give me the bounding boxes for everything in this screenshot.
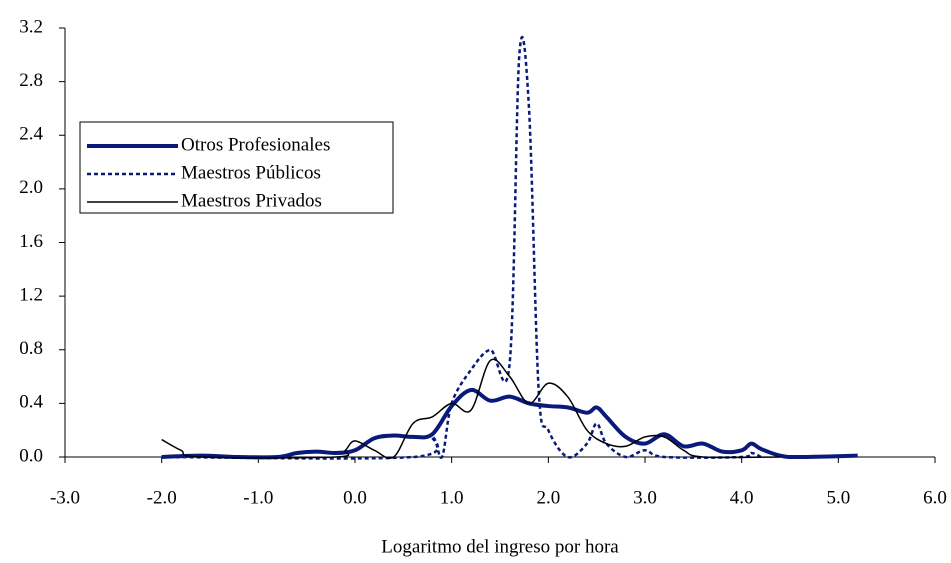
y-tick-label: 1.2 [19, 284, 43, 305]
series-line [161, 358, 781, 459]
y-tick-label: 1.6 [19, 231, 43, 252]
y-tick-label: 3.2 [19, 16, 43, 37]
legend-box [79, 121, 394, 214]
x-tick-label: 1.0 [440, 487, 464, 508]
y-tick-label: 0.8 [19, 338, 43, 359]
y-tick-label: 2.4 [19, 124, 43, 145]
x-tick-label: 5.0 [826, 487, 850, 508]
x-tick-label: 0.0 [343, 487, 367, 508]
x-tick-label: -2.0 [147, 487, 177, 508]
x-axis-label: Logaritmo del ingreso por hora [381, 536, 619, 557]
x-tick-label: 3.0 [633, 487, 657, 508]
legend-label: Maestros Públicos [181, 162, 321, 183]
legend-label: Maestros Privados [181, 190, 322, 211]
x-tick-label: -1.0 [243, 487, 273, 508]
y-tick-label: 0.4 [19, 392, 43, 413]
y-tick-label: 2.0 [19, 177, 43, 198]
x-tick-label: 6.0 [923, 487, 947, 508]
series-line [161, 387, 858, 460]
legend-label: Otros Profesionales [181, 134, 330, 155]
y-tick-label: 0.0 [19, 445, 43, 466]
x-tick-label: 2.0 [536, 487, 560, 508]
y-tick-label: 2.8 [19, 70, 43, 91]
x-tick-label: 4.0 [730, 487, 754, 508]
x-tick-label: -3.0 [50, 487, 80, 508]
series-line [161, 36, 762, 460]
